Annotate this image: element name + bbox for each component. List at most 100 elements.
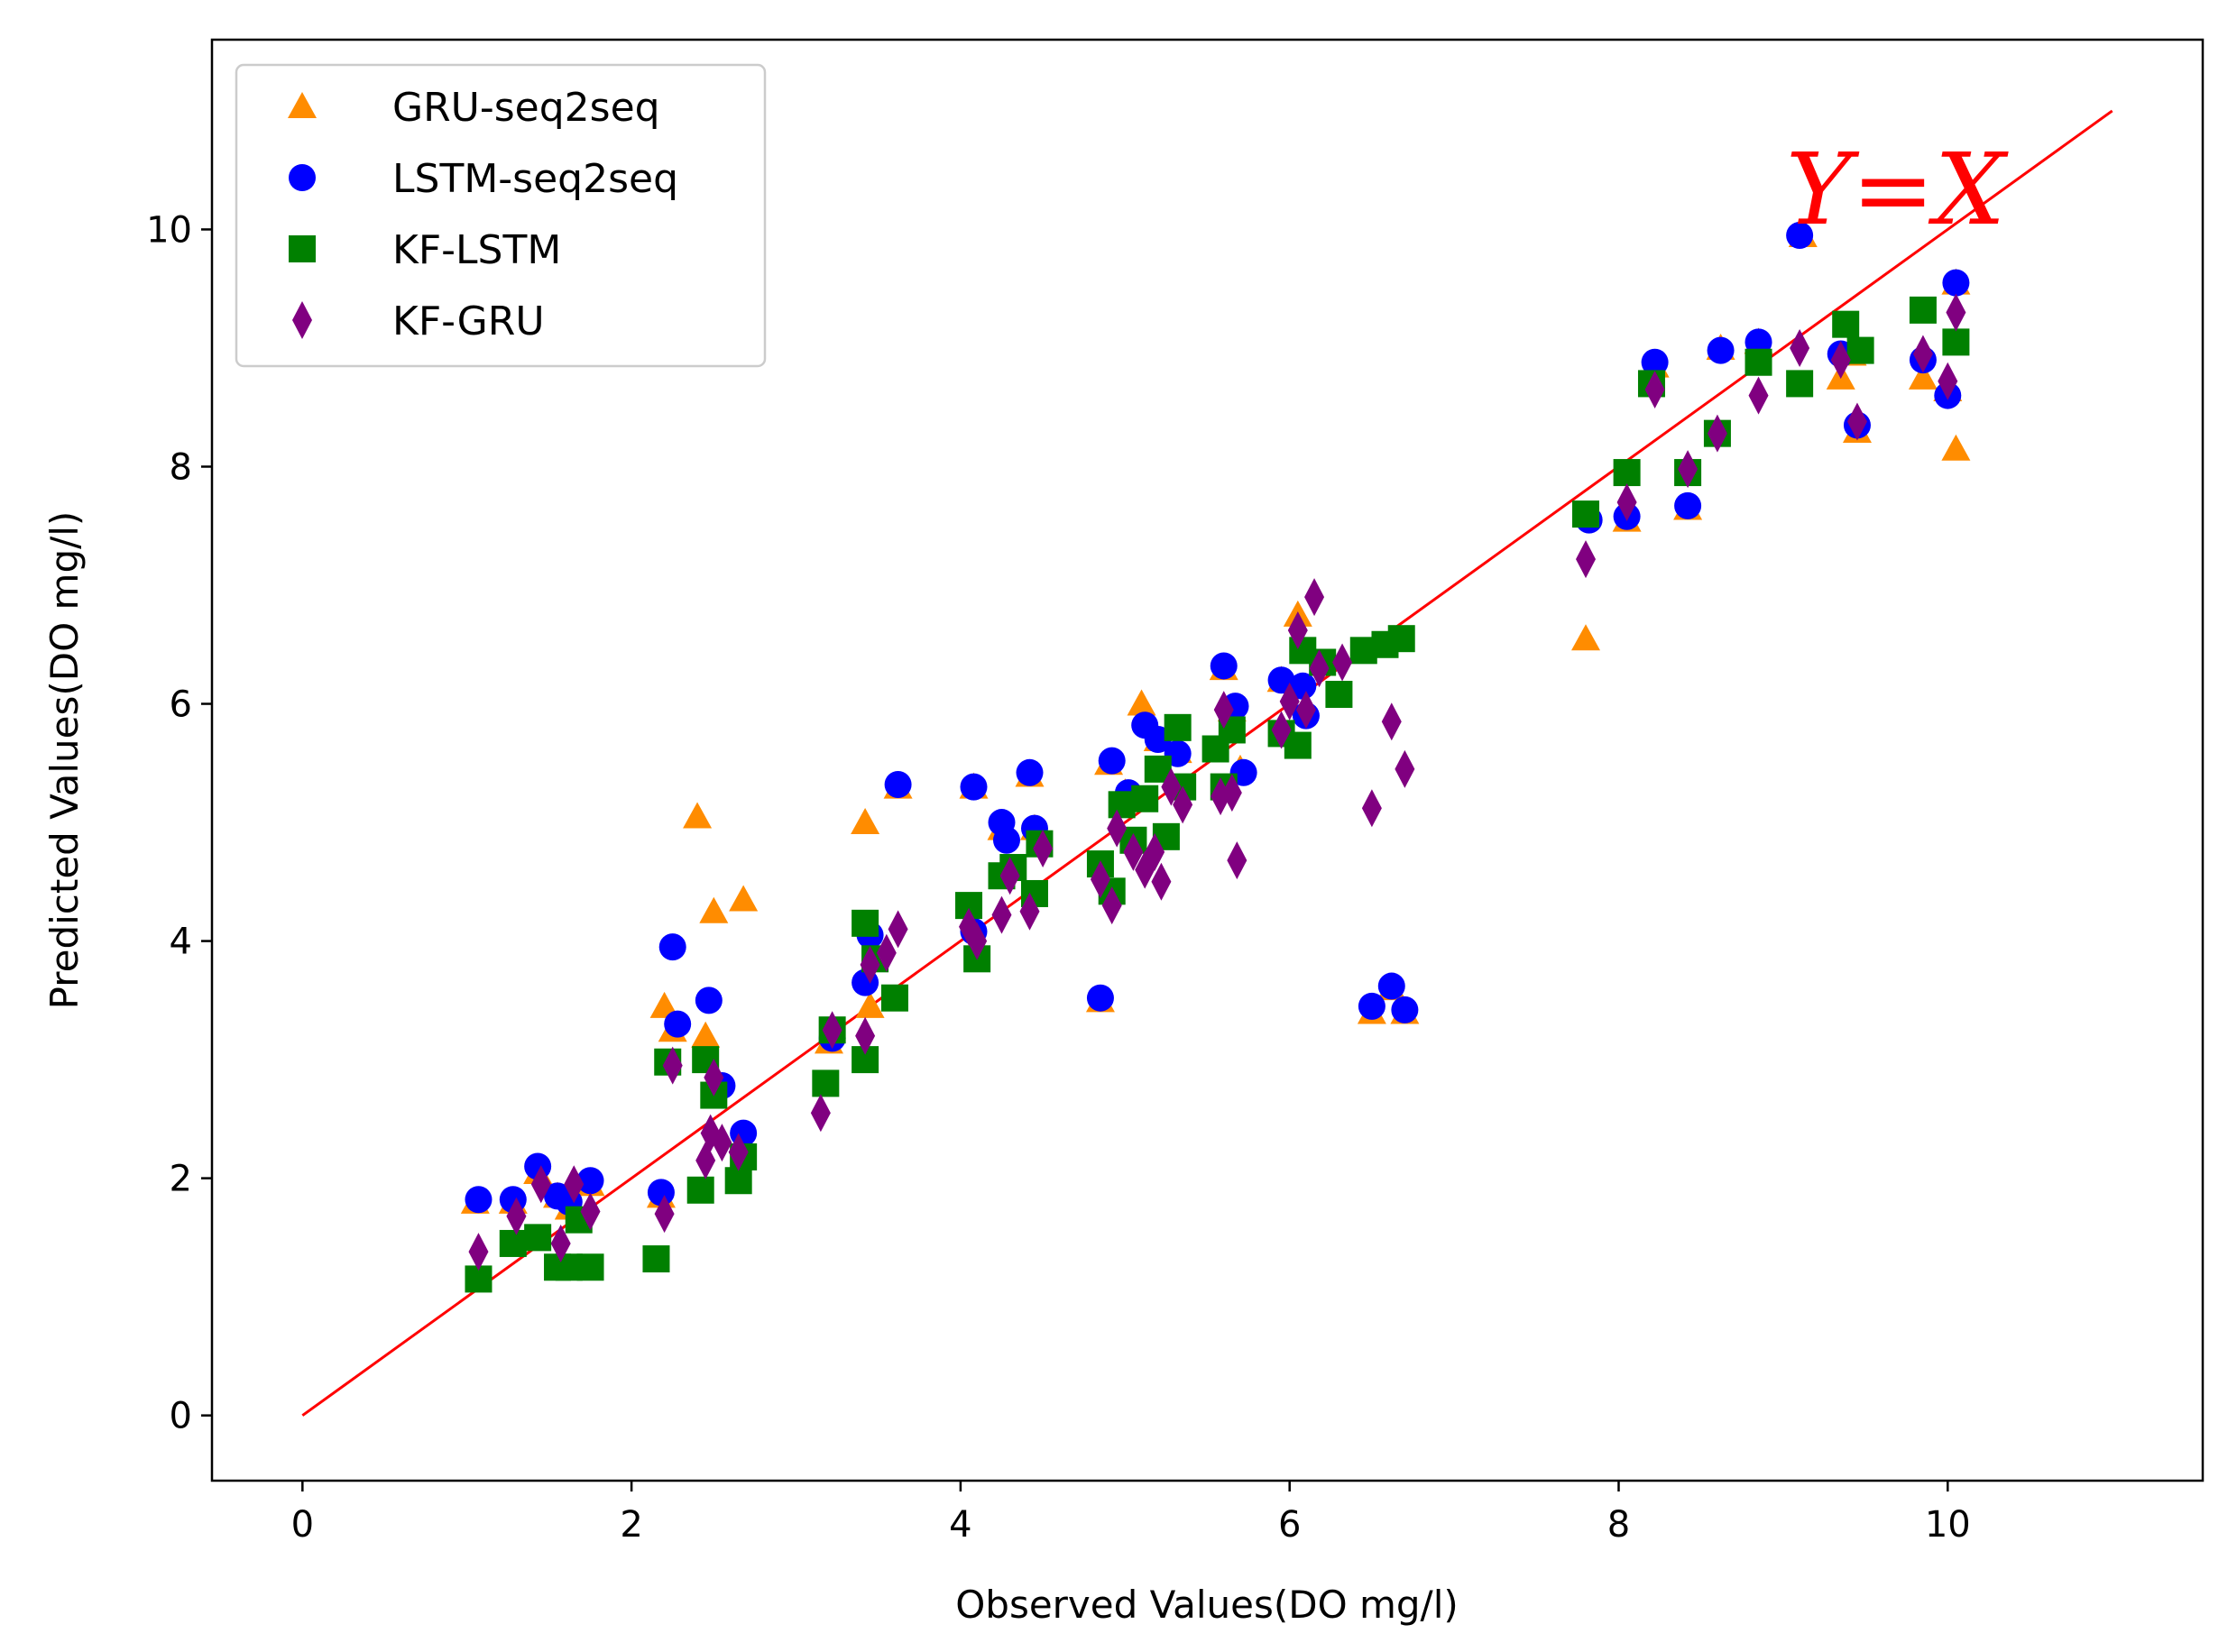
y-tick-label: 4: [170, 922, 192, 963]
circle-point: [1210, 652, 1238, 680]
diamond-point: [1123, 832, 1144, 871]
diamond-point: [1295, 691, 1316, 730]
triangle-point: [851, 808, 880, 835]
x-tick-label: 10: [1925, 1504, 1971, 1546]
square-point: [1942, 328, 1970, 356]
triangle-point: [1908, 363, 1938, 390]
circle-point: [1786, 222, 1814, 250]
circle-point: [664, 1010, 692, 1038]
diamond-point: [1576, 540, 1597, 579]
diamond-point: [1678, 450, 1698, 489]
diamond-point: [1748, 376, 1769, 415]
diamond-point: [1361, 789, 1382, 828]
square-point: [1108, 791, 1136, 819]
x-tick-label: 6: [1278, 1504, 1301, 1546]
data-points-layer: [460, 221, 1971, 1293]
y-tick-label: 6: [170, 684, 192, 726]
reference-line-layer: [301, 109, 2113, 1417]
circle-point: [1674, 491, 1702, 519]
legend-square-swatch: [289, 235, 316, 262]
legend-label: GRU-seq2seq: [392, 85, 660, 131]
x-tick-label: 2: [620, 1504, 642, 1546]
y-tick-label: 10: [146, 209, 192, 251]
square-point: [1164, 713, 1192, 741]
triangle-point: [683, 802, 713, 829]
circle-point: [695, 987, 723, 1014]
diamond-point: [1033, 829, 1054, 867]
square-point: [1832, 310, 1860, 338]
diamond-point: [564, 1165, 585, 1204]
x-tick-label: 4: [949, 1504, 971, 1546]
diamond-point: [1707, 414, 1727, 453]
legend-label: KF-GRU: [392, 298, 545, 344]
circle-point: [1707, 336, 1735, 364]
diamond-point: [1161, 767, 1182, 806]
legend-box: [235, 63, 767, 368]
diamond-point: [662, 1046, 683, 1085]
square-point: [724, 1167, 752, 1195]
diamond-point: [1151, 862, 1172, 901]
y-equals-x-line: [301, 109, 2113, 1417]
diamond-point: [1938, 362, 1958, 400]
y-axis: 0 2 4 6 8 10: [146, 209, 212, 1437]
diamond-point: [654, 1195, 675, 1234]
diamond-point: [712, 1124, 732, 1162]
legend-label: KF-LSTM: [392, 227, 561, 273]
y-tick-label: 8: [170, 446, 192, 488]
circle-point: [465, 1186, 493, 1214]
legend-label: LSTM-seq2seq: [392, 156, 678, 202]
circle-point: [658, 933, 686, 961]
diamond-point: [876, 933, 897, 972]
legend-diamond-swatch: [292, 301, 312, 339]
diamond-point: [550, 1224, 571, 1262]
triangle-point: [699, 896, 729, 923]
x-axis: 0 2 4 6 8 10: [291, 1481, 1971, 1546]
square-point: [1284, 731, 1312, 759]
diamond-point: [860, 945, 880, 984]
diamond-point: [967, 922, 988, 960]
plot-frame: [210, 38, 2205, 1482]
diamond-point: [468, 1233, 489, 1271]
diamond-point: [704, 1058, 724, 1097]
square-point: [642, 1245, 670, 1273]
diamond-point: [1271, 711, 1292, 749]
diamond-point: [1332, 643, 1353, 682]
circle-point: [960, 773, 988, 801]
square-point: [1846, 336, 1874, 364]
diamond-point: [1309, 649, 1330, 688]
square-point: [576, 1253, 604, 1281]
diamond-point: [1644, 370, 1665, 408]
diamond-point: [999, 857, 1020, 895]
diamond-point: [822, 1011, 842, 1050]
diamond-point: [1090, 860, 1110, 899]
diamond-point: [506, 1197, 527, 1235]
square-point: [1131, 785, 1159, 812]
x-tick-label: 8: [1607, 1504, 1630, 1546]
triangle-point: [1127, 689, 1156, 716]
y-tick-label: 2: [170, 1159, 192, 1200]
legend-circle-swatch: [289, 164, 316, 191]
circle-point: [576, 1167, 604, 1195]
diamond-point: [530, 1165, 551, 1204]
series-kf-gru: [468, 293, 1966, 1271]
diamond-point: [1790, 328, 1810, 367]
triangle-point: [691, 1021, 721, 1048]
square-point: [1613, 459, 1641, 487]
diamond-point: [991, 895, 1012, 934]
circle-point: [1641, 348, 1669, 376]
square-point: [1572, 500, 1600, 528]
diamond-point: [1287, 610, 1308, 649]
diamond-point: [1304, 578, 1325, 617]
triangle-point: [1571, 624, 1601, 651]
diamond-point: [855, 1016, 876, 1055]
square-point: [1325, 681, 1353, 709]
circle-point: [647, 1179, 675, 1207]
square-point: [1786, 370, 1814, 398]
square-point: [1387, 625, 1415, 653]
diamond-point: [580, 1192, 601, 1231]
square-point: [499, 1229, 527, 1257]
x-axis-title: Observed Values(DO mg/l): [955, 1583, 1459, 1627]
diamond-point: [1279, 682, 1300, 720]
y-tick-label: 0: [170, 1396, 192, 1437]
